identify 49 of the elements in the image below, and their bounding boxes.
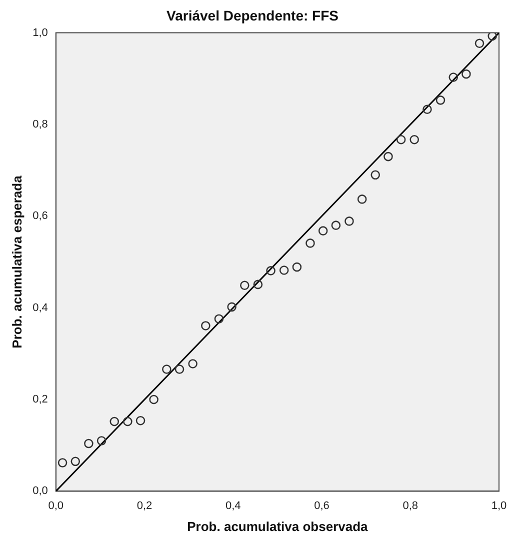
y-tick-label: 0,8: [32, 118, 48, 131]
point: [462, 69, 471, 79]
x-tick-label: 0,2: [136, 500, 152, 512]
point: [253, 280, 263, 290]
point: [436, 96, 446, 105]
point: [488, 32, 498, 41]
point: [396, 134, 406, 144]
point: [162, 364, 172, 374]
y-tick-label: 1,0: [32, 26, 48, 39]
y-tick-label: 0,0: [32, 485, 48, 498]
point: [240, 280, 250, 290]
point: [149, 394, 158, 404]
point: [84, 438, 94, 448]
y-tick-label: 0,6: [32, 210, 48, 222]
x-axis-title: Prob. acumulativa observada: [187, 518, 369, 534]
point: [110, 416, 120, 426]
point: [306, 238, 315, 248]
x-tick-label: 1,0: [491, 500, 507, 512]
point: [422, 104, 432, 114]
point: [70, 456, 80, 466]
y-tick-label: 0,2: [32, 394, 48, 406]
point: [58, 458, 68, 468]
y-axis-title: Prob. acumulativa esperada: [9, 174, 24, 348]
x-tick-label: 0,0: [48, 500, 64, 512]
point: [123, 416, 132, 426]
point: [279, 266, 289, 275]
point: [370, 170, 380, 180]
point: [188, 359, 198, 368]
point: [384, 152, 393, 162]
y-tick-label: 0,4: [32, 302, 48, 314]
point: [214, 314, 224, 324]
point: [331, 220, 341, 230]
chart-title: Variável Dependente: FFS: [166, 7, 338, 24]
x-tick-label: 0,6: [314, 500, 330, 512]
point: [410, 134, 420, 144]
point: [292, 262, 302, 272]
x-tick-label: 0,8: [402, 500, 418, 512]
point: [227, 302, 236, 312]
point: [136, 416, 146, 426]
point: [201, 321, 210, 330]
point: [344, 216, 354, 226]
point: [96, 436, 106, 446]
point: [174, 364, 184, 374]
point: [357, 194, 367, 204]
x-tick-label: 0,4: [225, 500, 241, 512]
point: [448, 72, 458, 82]
point: [266, 266, 276, 276]
point: [318, 226, 328, 236]
point: [474, 38, 484, 48]
